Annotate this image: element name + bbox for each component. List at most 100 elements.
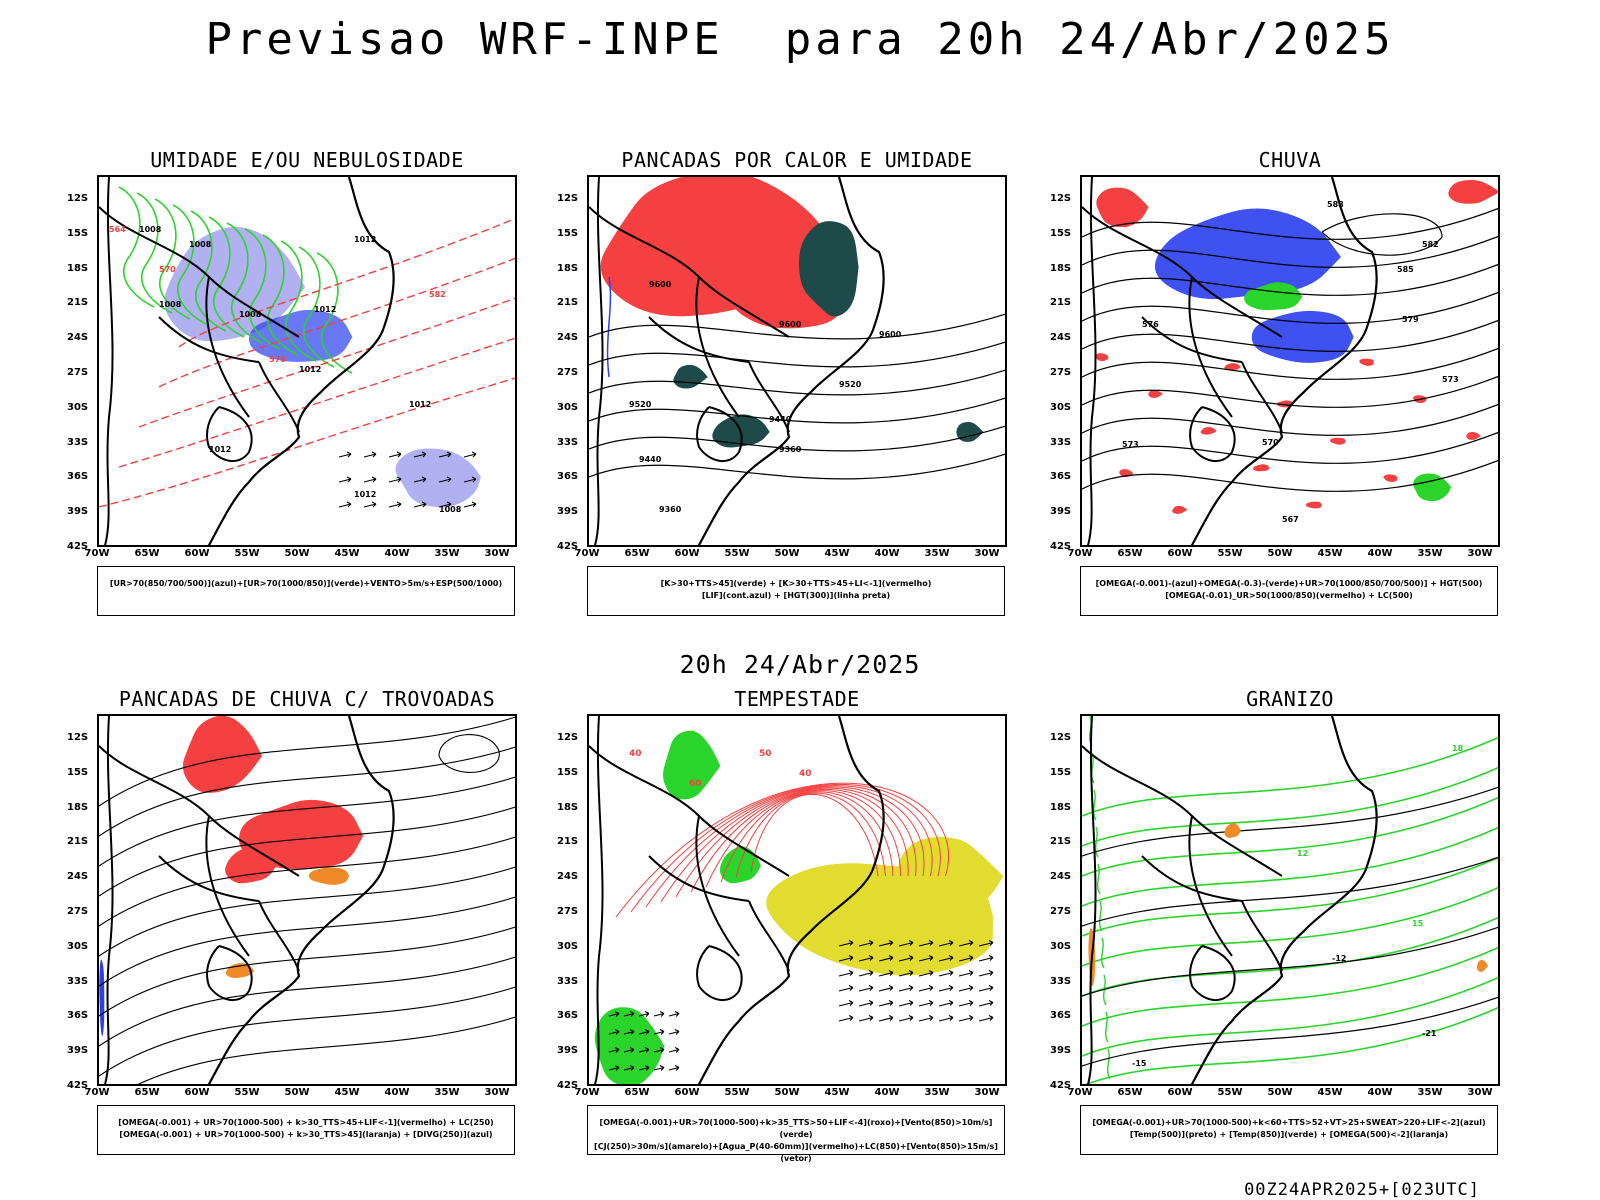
isoline — [1082, 459, 1498, 492]
temp850-contour — [1095, 826, 1099, 858]
rain-area — [1251, 310, 1354, 363]
contour-label: 582 — [429, 290, 446, 299]
lon-tick-label: 70W — [1067, 1087, 1093, 1098]
isoline — [1082, 291, 1498, 324]
isoline — [1082, 347, 1498, 380]
wind-vector — [938, 1000, 954, 1007]
legend-text: [Temp(500)](preto) + [Temp(850)](verde) … — [1129, 1130, 1449, 1139]
lat-tick-label: 42S — [557, 541, 579, 552]
andes-border — [593, 716, 604, 1084]
isoline — [589, 397, 1005, 424]
state-border — [589, 206, 790, 433]
wind-vector — [938, 970, 954, 977]
lat-tick-label: 15S — [557, 766, 579, 778]
legend-text: [OMEGA(-0.001)+UR>70(1000-500)+k<60+TTS>… — [1092, 1118, 1486, 1127]
wind-vector — [653, 1011, 665, 1017]
wind-vector — [958, 940, 974, 947]
temp500-contour — [1082, 996, 1498, 1067]
lon-tick-label: 60W — [674, 1087, 700, 1098]
isotach — [690, 788, 909, 893]
temp850-contour — [1101, 937, 1105, 969]
legend-text: [LIF](cont.azul) + [HGT(300)](linha pret… — [701, 591, 891, 600]
state-border — [1082, 206, 1283, 433]
lat-tick-label: 30S — [1050, 940, 1072, 952]
temp850-contour — [1082, 826, 1498, 907]
lon-tick-label: 30W — [484, 548, 510, 559]
wind-vector — [668, 1065, 680, 1071]
wind-vector — [938, 940, 954, 947]
wind-vector — [958, 1015, 974, 1022]
temp850-contour — [1097, 863, 1101, 895]
lon-tick-label: 70W — [84, 548, 110, 559]
wind-vector — [463, 451, 477, 458]
contour-label: 9360 — [779, 445, 802, 454]
lat-tick-label: 27S — [557, 367, 579, 378]
uruguay-border — [206, 406, 253, 462]
state-border — [99, 206, 300, 433]
legend-text: [OMEGA(-0.001)-(azul)+OMEGA(-0.3)-(verde… — [1095, 579, 1483, 588]
isotach — [645, 785, 933, 908]
uruguay-border — [696, 406, 743, 462]
wind-vector — [438, 476, 452, 483]
wind-vector — [938, 985, 954, 992]
humidity-contour — [262, 234, 299, 356]
lat-tick-label: 33S — [1050, 436, 1072, 448]
wind-vector — [858, 1000, 874, 1007]
lon-tick-label: 55W — [724, 548, 750, 559]
lat-tick-label: 39S — [67, 1045, 89, 1057]
lon-tick-label: 30W — [484, 1087, 510, 1098]
panel-title: UMIDADE E/OU NEBULOSIDADE — [150, 148, 464, 172]
coastline — [697, 177, 885, 545]
moist-area — [798, 221, 859, 317]
lat-tick-label: 15S — [67, 766, 89, 778]
lat-tick-label: 42S — [557, 1080, 579, 1091]
rain-area — [1253, 464, 1270, 472]
temp850-contour — [1107, 1048, 1111, 1080]
humidity-contour — [154, 198, 191, 320]
wind-vector — [608, 1011, 620, 1017]
humidity-contour — [136, 192, 173, 314]
andes-border — [103, 716, 114, 1084]
coastline — [207, 716, 395, 1084]
lon-tick-label: 55W — [234, 1087, 260, 1098]
isotach — [750, 794, 879, 877]
wind-vector — [653, 1029, 665, 1035]
temp850-contour — [1099, 900, 1103, 932]
wind-vector — [338, 501, 352, 508]
lon-tick-label: 30W — [974, 1087, 1000, 1098]
lat-tick-label: 15S — [67, 227, 89, 239]
contour-label: 1008 — [159, 300, 182, 309]
rain-area — [1094, 353, 1109, 362]
lon-tick-label: 35W — [924, 1087, 950, 1098]
lon-tick-label: 55W — [1217, 548, 1243, 559]
wind-vector — [388, 476, 402, 483]
wind-vector — [438, 451, 452, 458]
temp500-contour — [1082, 856, 1498, 927]
wind-vector — [463, 501, 477, 508]
wind-vector — [838, 955, 854, 962]
contour-label: 40 — [799, 769, 812, 779]
lon-tick-label: 65W — [1117, 548, 1143, 559]
lat-tick-label: 36S — [67, 471, 89, 483]
lat-tick-label: 12S — [67, 732, 89, 743]
lat-tick-label: 21S — [1050, 836, 1072, 848]
temp850-contour — [1082, 766, 1498, 847]
contour-label: 585 — [1397, 265, 1414, 274]
isotach — [660, 786, 925, 903]
map-canvas: 9600 9600 9600 9520 9520 9440 9440 9360 9360 — [589, 177, 1005, 545]
wind-vector — [838, 985, 854, 992]
thunderstorm-area — [182, 716, 263, 793]
contour-label: 564 — [109, 225, 126, 234]
lon-tick-label: 60W — [184, 548, 210, 559]
temp500-contour — [1082, 926, 1498, 997]
temp500-contour — [1082, 786, 1498, 857]
panel-title: CHUVA — [1258, 148, 1322, 172]
contour-label: 15 — [1412, 919, 1424, 928]
wind-vector — [898, 940, 914, 947]
wind-vector — [978, 970, 994, 977]
contour-label: 588 — [1327, 200, 1344, 209]
isotach — [705, 790, 902, 888]
wind-vector — [878, 970, 894, 977]
isoline — [1082, 319, 1498, 352]
heavy-rain-area — [1413, 473, 1452, 502]
